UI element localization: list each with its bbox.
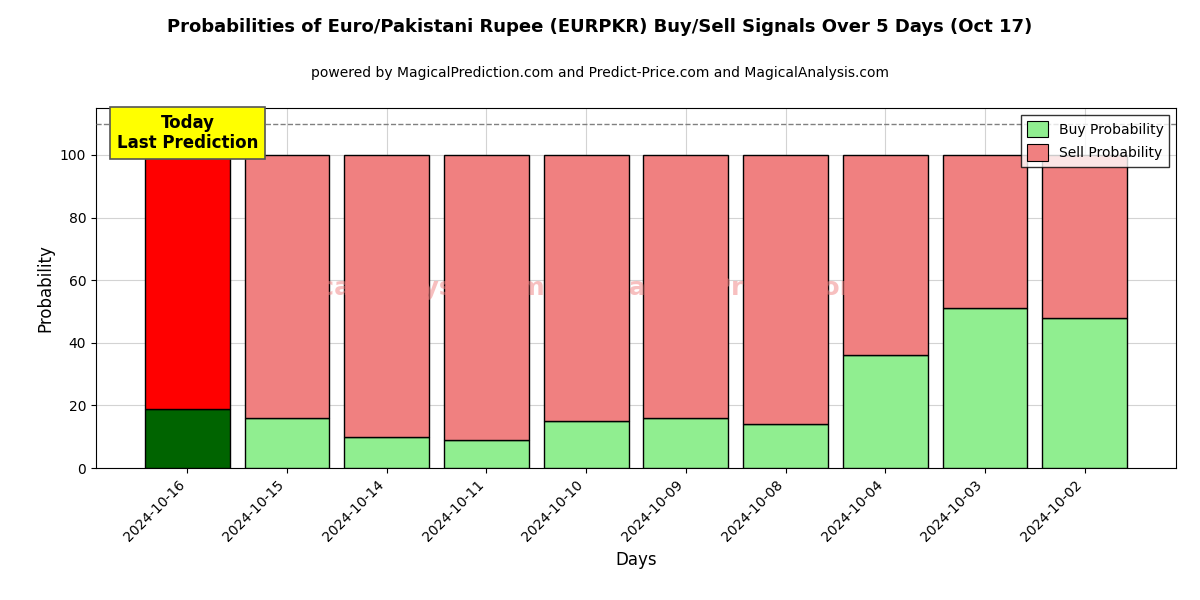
Bar bbox=[743, 424, 828, 468]
Y-axis label: Probability: Probability bbox=[36, 244, 54, 332]
Bar bbox=[344, 437, 430, 468]
Bar bbox=[1042, 318, 1127, 468]
Text: MagicalAnalysis.com: MagicalAnalysis.com bbox=[252, 276, 545, 300]
X-axis label: Days: Days bbox=[616, 551, 656, 569]
Legend: Buy Probability, Sell Probability: Buy Probability, Sell Probability bbox=[1021, 115, 1169, 167]
Bar bbox=[842, 355, 928, 468]
Bar bbox=[145, 155, 230, 409]
Bar bbox=[544, 155, 629, 421]
Bar bbox=[145, 409, 230, 468]
Text: MagicalPrediction.com: MagicalPrediction.com bbox=[605, 276, 926, 300]
Bar bbox=[942, 155, 1027, 308]
Text: Probabilities of Euro/Pakistani Rupee (EURPKR) Buy/Sell Signals Over 5 Days (Oct: Probabilities of Euro/Pakistani Rupee (E… bbox=[167, 18, 1033, 36]
Bar bbox=[245, 418, 330, 468]
Bar bbox=[1042, 155, 1127, 318]
Bar bbox=[643, 418, 728, 468]
Bar bbox=[942, 308, 1027, 468]
Bar bbox=[245, 155, 330, 418]
Bar bbox=[444, 440, 529, 468]
Bar bbox=[544, 421, 629, 468]
Bar bbox=[743, 155, 828, 424]
Bar bbox=[344, 155, 430, 437]
Text: powered by MagicalPrediction.com and Predict-Price.com and MagicalAnalysis.com: powered by MagicalPrediction.com and Pre… bbox=[311, 66, 889, 80]
Bar bbox=[643, 155, 728, 418]
Bar bbox=[444, 155, 529, 440]
Text: Today
Last Prediction: Today Last Prediction bbox=[116, 113, 258, 152]
Bar bbox=[842, 155, 928, 355]
